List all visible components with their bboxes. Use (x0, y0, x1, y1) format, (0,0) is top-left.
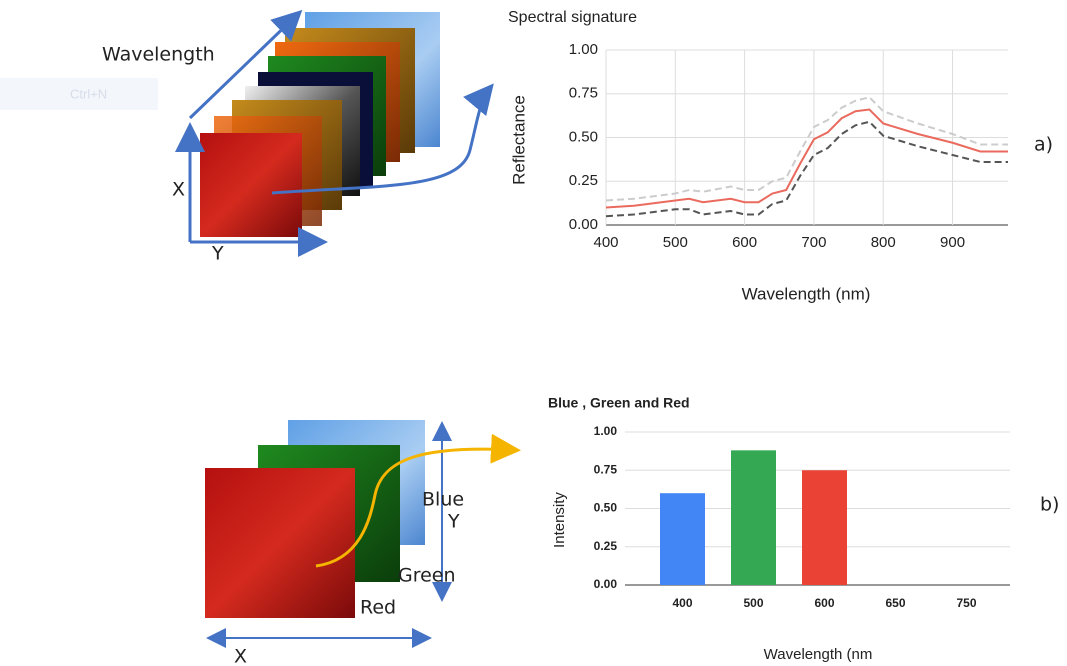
y-tick-label: 0.00 (569, 216, 598, 233)
chart-title: Blue , Green and Red (548, 395, 690, 411)
band-label: Blue (422, 489, 464, 511)
x-axis-label: Wavelength (nm (764, 646, 873, 663)
x-tick-label: 400 (672, 596, 692, 610)
rgb-stack (205, 420, 521, 648)
bar (731, 450, 776, 585)
x-tick-label: 900 (940, 234, 965, 251)
background-text: Ctrl+N (70, 86, 107, 101)
data-line (605, 120, 1008, 218)
y-tick-label: 1.00 (594, 424, 618, 438)
x-tick-label: 700 (801, 234, 826, 251)
y-tick-label: 0.00 (594, 577, 618, 591)
y-tick-label: 0.75 (594, 462, 618, 476)
axis-label: Y (447, 511, 460, 533)
panel-label: b) (1040, 494, 1059, 516)
y-tick-label: 0.25 (594, 539, 618, 553)
axis-label: Y (211, 243, 224, 265)
band-label: Green (398, 565, 456, 587)
bar (802, 470, 847, 585)
y-tick-label: 0.75 (569, 85, 598, 102)
data-line (605, 108, 1008, 209)
y-axis-label: Reflectance (509, 95, 528, 185)
x-tick-label: 650 (885, 596, 905, 610)
axis-label: X (172, 179, 185, 201)
axis-label: X (234, 646, 247, 666)
data-line (605, 96, 1008, 202)
x-tick-label: 400 (593, 234, 618, 251)
chart-title: Spectral signature (508, 9, 637, 26)
y-tick-label: 0.50 (594, 501, 618, 515)
y-tick-label: 0.25 (569, 172, 598, 189)
background-bar (0, 78, 158, 110)
x-tick-label: 600 (814, 596, 834, 610)
y-tick-label: 1.00 (569, 41, 598, 58)
bar (660, 493, 705, 585)
y-tick-label: 0.50 (569, 128, 598, 145)
hypercube (175, 9, 494, 257)
y-axis-label: Intensity (551, 492, 568, 548)
band-label: Red (360, 597, 396, 619)
axis-label: Wavelength (102, 44, 215, 66)
x-axis-label: Wavelength (nm) (742, 284, 871, 303)
x-tick-label: 600 (732, 234, 757, 251)
panel-label: a) (1034, 134, 1053, 156)
x-tick-label: 800 (871, 234, 896, 251)
x-tick-label: 750 (956, 596, 976, 610)
x-tick-label: 500 (743, 596, 763, 610)
x-tick-label: 500 (663, 234, 688, 251)
